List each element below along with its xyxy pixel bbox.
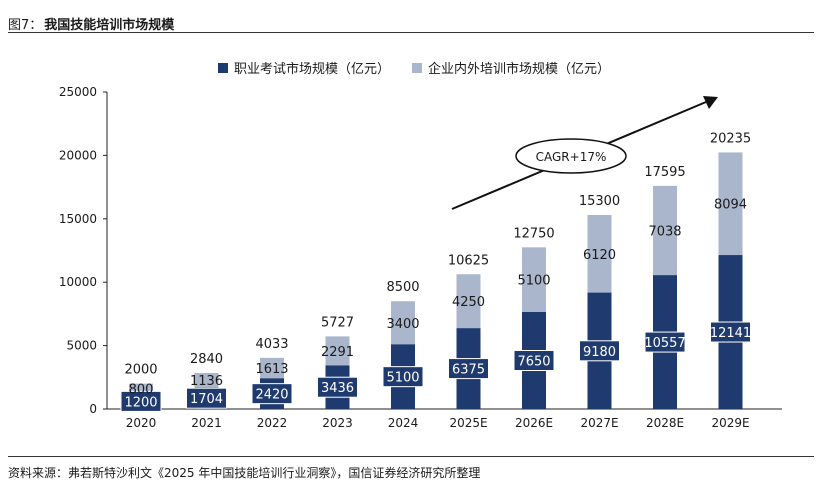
figure-title: 图7： 我国技能培训市场规模 xyxy=(8,14,174,33)
label-box-series1 xyxy=(382,366,424,388)
cagr-ellipse xyxy=(515,138,627,174)
total-label: 20235 xyxy=(710,131,751,146)
total-label: 8500 xyxy=(386,280,419,295)
y-axis: 0 5000 10000 15000 20000 25000 2020 2021 2022 202… xyxy=(59,85,782,430)
value-label-series2: 5100 xyxy=(517,274,550,289)
x-tick-label: 2024 xyxy=(388,416,419,430)
legend-item-series1: 职业考试市场规模（亿元） xyxy=(218,58,390,77)
y-tick-label: 5000 xyxy=(66,339,97,353)
label-box-series1 xyxy=(317,376,358,398)
x-tick-label: 2025E xyxy=(449,416,487,430)
value-label-series1: 1200 xyxy=(124,395,157,410)
bar-series2 xyxy=(522,247,546,312)
bars xyxy=(129,152,743,409)
value-label-series2: 1613 xyxy=(255,362,288,377)
total-label: 10625 xyxy=(448,253,489,268)
x-tick-label: 2028E xyxy=(646,416,684,430)
top-rule xyxy=(8,32,814,33)
value-label-series2: 7038 xyxy=(648,225,681,240)
total-label: 2000 xyxy=(124,363,157,378)
value-label-series1: 5100 xyxy=(386,371,419,386)
value-label-series1: 12141 xyxy=(710,326,751,341)
legend-swatch-series2 xyxy=(412,62,423,73)
total-label: 15300 xyxy=(579,194,620,209)
y-tick-label: 20000 xyxy=(59,148,97,162)
figure-title-text: 我国技能培训市场规模 xyxy=(44,18,175,33)
bottom-rule xyxy=(8,456,814,457)
y-tick-label: 0 xyxy=(89,402,97,416)
bar-series2 xyxy=(260,357,284,379)
y-tick-label: 15000 xyxy=(59,212,97,226)
total-label: 2840 xyxy=(190,352,223,367)
x-tick-label: 2026E xyxy=(515,416,553,430)
value-label-series1: 6375 xyxy=(452,363,485,378)
value-label-series1: 10557 xyxy=(644,336,685,351)
cagr-arrow-head xyxy=(703,96,718,109)
legend-swatch-series1 xyxy=(218,62,228,73)
bar-series2 xyxy=(653,185,677,276)
bar-series2 xyxy=(129,383,153,394)
bar-series2 xyxy=(325,336,350,366)
legend-label-series1: 职业考试市场规模（亿元） xyxy=(234,62,391,77)
total-label: 17595 xyxy=(644,165,685,180)
value-label-series1: 7650 xyxy=(517,354,550,369)
value-label-series2: 4250 xyxy=(452,295,485,310)
value-label-series2: 3400 xyxy=(386,317,419,332)
x-tick-label: 2023 xyxy=(322,416,353,430)
label-box-series1 xyxy=(186,387,227,409)
legend-item-series2: 企业内外培训市场规模（亿元） xyxy=(412,58,610,77)
legend-label-series2: 企业内外培训市场规模（亿元） xyxy=(428,62,611,77)
label-box-series1 xyxy=(251,383,293,405)
source-note: 资料来源：弗若斯特沙利文《2025 年中国技能培训行业洞察》，国信证券经济研究所… xyxy=(8,466,481,480)
x-tick-label: 2022 xyxy=(257,416,288,430)
value-label-series1: 3436 xyxy=(321,381,354,396)
label-box-series1 xyxy=(579,340,620,362)
value-label-series2: 6120 xyxy=(583,248,616,263)
bar-series2 xyxy=(456,274,481,329)
bar-series2 xyxy=(718,152,743,256)
x-tick-label: 2027E xyxy=(580,416,618,430)
total-label: 12750 xyxy=(513,226,554,241)
x-tick-label: 2021 xyxy=(191,416,222,430)
total-label: 5727 xyxy=(321,315,354,330)
label-box-series1 xyxy=(644,331,686,353)
y-tick-label: 10000 xyxy=(59,275,97,289)
label-box-series1 xyxy=(448,358,489,380)
total-label: 4033 xyxy=(255,337,288,352)
bar-series2 xyxy=(587,214,612,293)
value-label-series2: 1136 xyxy=(190,374,223,389)
figure-number: 图7： xyxy=(8,18,43,33)
value-label-series1: 9180 xyxy=(583,345,616,360)
cagr-label: CAGR+17% xyxy=(536,150,607,164)
value-label-series1: 2420 xyxy=(255,388,288,403)
bar-series2 xyxy=(391,301,415,345)
value-label-series2: 2291 xyxy=(321,345,354,360)
value-label-series2: 8094 xyxy=(714,198,747,213)
x-tick-label: 2020 xyxy=(126,416,157,430)
legend: 职业考试市场规模（亿元） 企业内外培训市场规模（亿元） xyxy=(218,58,632,77)
value-label-series1: 1704 xyxy=(190,392,223,407)
bar-series2 xyxy=(194,372,219,388)
label-box-series1 xyxy=(513,349,555,371)
y-tick-label: 25000 xyxy=(59,85,97,99)
x-tick-label: 2029E xyxy=(711,416,749,430)
label-box-series1 xyxy=(710,321,751,343)
cagr-annotation: CAGR+17% xyxy=(451,96,718,210)
label-box-series1 xyxy=(120,390,162,412)
value-label-series2: 800 xyxy=(129,383,154,398)
